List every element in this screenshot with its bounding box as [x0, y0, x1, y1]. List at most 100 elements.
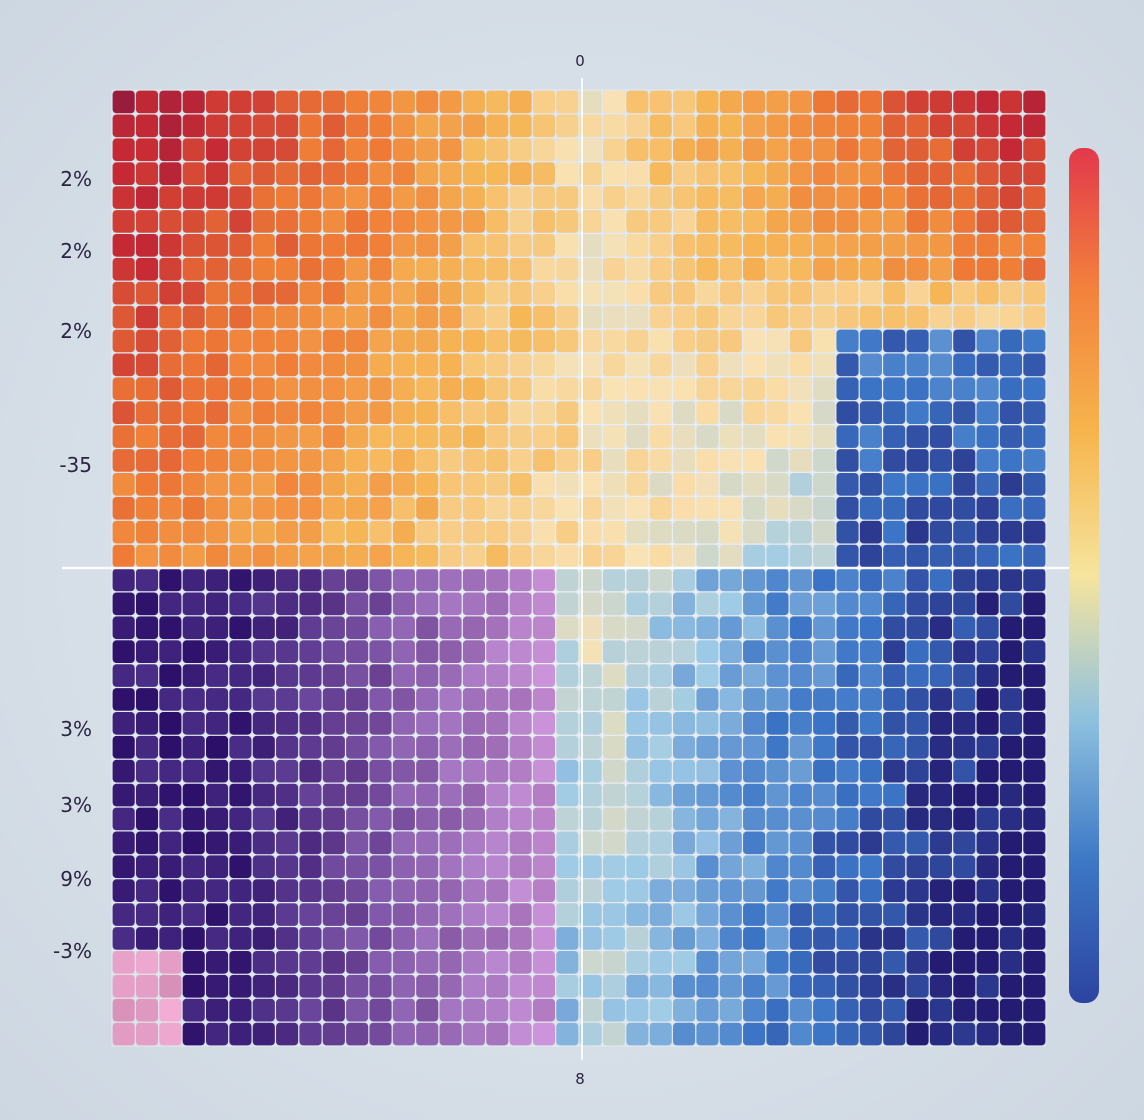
heatmap-cell — [602, 257, 626, 281]
heatmap-cell — [999, 114, 1023, 138]
heatmap-cell — [929, 688, 952, 711]
heatmap-cell — [859, 162, 882, 185]
heatmap-cell — [392, 138, 415, 162]
heatmap-cell — [112, 879, 135, 902]
heatmap-cell — [953, 616, 976, 640]
heatmap-cell — [299, 783, 322, 807]
heatmap-cell — [112, 807, 135, 831]
heatmap-cell — [206, 329, 229, 353]
heatmap-cell — [229, 114, 252, 138]
heatmap-cell — [766, 974, 789, 998]
heatmap-cell — [439, 831, 462, 855]
heatmap-cell — [766, 425, 789, 448]
heatmap-cell — [486, 257, 509, 281]
x-tick-label: 8 — [575, 1070, 585, 1088]
heatmap-cell — [276, 234, 299, 257]
heatmap-cell — [743, 257, 766, 281]
heatmap-cell — [486, 425, 509, 448]
heatmap-cell — [929, 831, 952, 855]
heatmap-cell — [976, 735, 999, 759]
heatmap-cell — [813, 640, 836, 663]
heatmap-cell — [626, 1022, 649, 1046]
heatmap-cell — [322, 855, 345, 879]
heatmap-cell — [252, 998, 275, 1022]
heatmap-cell — [369, 210, 392, 233]
heatmap-cell — [883, 329, 906, 353]
heatmap-cell — [322, 305, 345, 329]
heatmap-cell — [719, 1022, 742, 1046]
heatmap-cell — [906, 903, 929, 926]
heatmap-cell — [789, 759, 812, 783]
heatmap-cell — [999, 473, 1023, 496]
heatmap-cell — [953, 998, 976, 1022]
heatmap-cell — [673, 234, 696, 257]
y-tick-label: 3% — [60, 793, 92, 817]
heatmap-cell — [579, 281, 602, 305]
heatmap-cell — [509, 688, 532, 711]
heatmap-cell — [813, 234, 836, 257]
heatmap-cell — [906, 568, 929, 592]
heatmap-cell — [556, 735, 579, 759]
heatmap-cell — [276, 974, 299, 998]
heatmap-cell — [112, 544, 135, 568]
heatmap-cell — [859, 425, 882, 448]
heatmap-cell — [135, 688, 159, 711]
heatmap-cell — [392, 735, 415, 759]
heatmap-cell — [789, 568, 812, 592]
heatmap-cell — [486, 186, 509, 209]
heatmap-cell — [719, 162, 742, 185]
heatmap-cell — [206, 688, 229, 711]
heatmap-cell — [696, 712, 719, 735]
heatmap-cell — [182, 759, 205, 783]
heatmap-cell — [135, 162, 159, 185]
heatmap-cell — [206, 592, 229, 616]
heatmap-cell — [229, 855, 252, 879]
heatmap-cell — [299, 759, 322, 783]
heatmap-cell — [206, 210, 229, 233]
heatmap-cell — [626, 401, 649, 424]
heatmap-cell — [883, 281, 906, 305]
heatmap-cell — [602, 138, 626, 162]
heatmap-cell — [532, 138, 556, 162]
heatmap-cell — [369, 520, 392, 544]
heatmap-cell — [206, 783, 229, 807]
heatmap-cell — [626, 783, 649, 807]
heatmap-cell — [252, 664, 275, 687]
heatmap-cell — [416, 640, 439, 663]
heatmap-cell — [369, 974, 392, 998]
heatmap-cell — [953, 496, 976, 520]
heatmap-cell — [999, 831, 1023, 855]
heatmap-cell — [252, 783, 275, 807]
heatmap-cell — [976, 759, 999, 783]
heatmap-cell — [906, 234, 929, 257]
heatmap-cell — [556, 783, 579, 807]
heatmap-cell — [696, 186, 719, 209]
heatmap-cell — [906, 210, 929, 233]
heatmap-cell — [346, 473, 369, 496]
heatmap-cell — [135, 712, 159, 735]
heatmap-cell — [789, 496, 812, 520]
heatmap-cell — [649, 1022, 672, 1046]
heatmap-cell — [626, 664, 649, 687]
heatmap-cell — [696, 138, 719, 162]
heatmap-cell — [789, 473, 812, 496]
heatmap-cell — [1023, 735, 1046, 759]
heatmap-cell — [906, 807, 929, 831]
heatmap-cell — [416, 951, 439, 974]
heatmap-cell — [906, 449, 929, 472]
heatmap-cell — [766, 138, 789, 162]
heatmap-cell — [999, 138, 1023, 162]
heatmap-cell — [346, 664, 369, 687]
heatmap-cell — [929, 712, 952, 735]
heatmap-cell — [392, 927, 415, 950]
heatmap-cell — [182, 234, 205, 257]
heatmap-cell — [813, 879, 836, 902]
heatmap-cell — [252, 1022, 275, 1046]
heatmap-cell — [182, 568, 205, 592]
heatmap-cell — [743, 496, 766, 520]
heatmap-cell — [392, 305, 415, 329]
heatmap-cell — [883, 831, 906, 855]
heatmap-cell — [532, 353, 556, 377]
heatmap-cell — [743, 114, 766, 138]
heatmap-cell — [556, 210, 579, 233]
